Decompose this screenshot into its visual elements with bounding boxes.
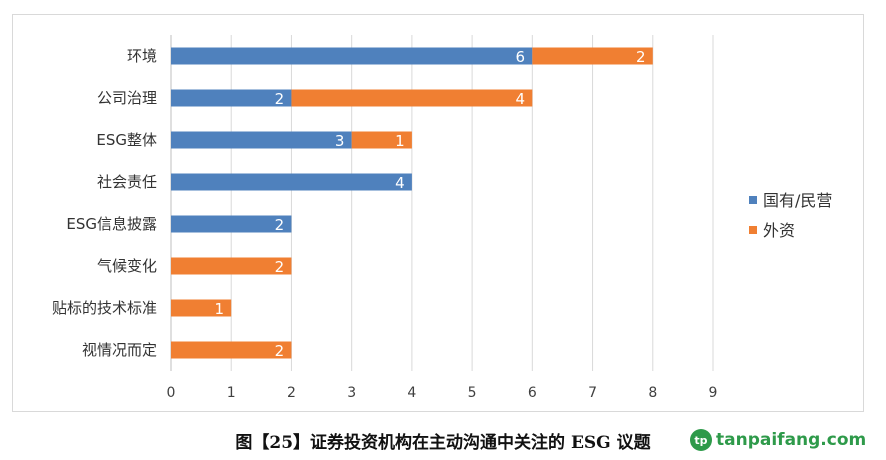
bar-5-series-1 <box>171 257 292 275</box>
category-label-6: 贴标的技术标准 <box>52 299 157 317</box>
data-label-5-series-1: 2 <box>275 258 285 276</box>
data-label-0-series-1: 2 <box>636 48 646 66</box>
legend-swatch-1 <box>749 226 757 234</box>
bar-1-series-1 <box>291 89 533 107</box>
data-label-4-series-0: 2 <box>275 216 285 234</box>
legend-swatch-0 <box>749 196 757 204</box>
data-label-7-series-1: 2 <box>275 342 285 360</box>
data-label-2-series-0: 3 <box>335 132 345 150</box>
bar-1-series-0 <box>171 89 292 107</box>
x-tick-label-3: 3 <box>347 385 356 401</box>
legend-label-1: 外资 <box>763 221 795 240</box>
category-label-3: 社会责任 <box>97 173 157 191</box>
bar-0-series-0 <box>171 47 533 65</box>
stacked-bar-chart: 0 1 2 3 4 5 6 7 8 9 环境 6 2 公司治理 2 4 ESG整体 3 1 社会责任 4 ESG信息披露 2… <box>52 35 832 401</box>
x-tick-label-1: 1 <box>227 385 236 401</box>
data-label-2-series-1: 1 <box>395 132 405 150</box>
category-label-7: 视情况而定 <box>82 341 157 359</box>
data-label-0-series-0: 6 <box>516 48 526 66</box>
x-tick-label-8: 8 <box>648 385 657 401</box>
x-tick-label-4: 4 <box>407 385 416 401</box>
category-label-1: 公司治理 <box>97 89 157 107</box>
bar-2-series-1 <box>351 131 412 149</box>
x-tick-label-6: 6 <box>528 385 537 401</box>
bar-2-series-0 <box>171 131 352 149</box>
bar-7-series-1 <box>171 341 292 359</box>
watermark-text: tanpaifang.com <box>716 430 867 450</box>
data-label-6-series-1: 1 <box>214 300 224 318</box>
category-label-5: 气候变化 <box>97 257 157 275</box>
data-label-1-series-1: 4 <box>516 90 526 108</box>
category-label-2: ESG整体 <box>96 131 157 149</box>
x-tick-label-5: 5 <box>468 385 477 401</box>
data-label-1-series-0: 2 <box>275 90 285 108</box>
x-tick-label-2: 2 <box>287 385 296 401</box>
chart-area: 0 1 2 3 4 5 6 7 8 9 环境 6 2 公司治理 2 4 ESG整体 3 1 社会责任 4 ESG信息披露 2… <box>12 14 864 412</box>
figure-caption: 图【25】证券投资机构在主动沟通中关注的 ESG 议题 <box>235 433 651 453</box>
x-tick-label-7: 7 <box>588 385 597 401</box>
x-tick-label-9: 9 <box>709 385 718 401</box>
data-label-3-series-0: 4 <box>395 174 405 192</box>
bar-0-series-1 <box>532 47 653 65</box>
watermark: tp tanpaifang.com <box>690 426 866 454</box>
bar-3-series-0 <box>171 173 412 191</box>
bar-6-series-1 <box>171 299 232 317</box>
x-tick-label-0: 0 <box>167 385 176 401</box>
bar-4-series-0 <box>171 215 292 233</box>
watermark-logo-icon: tp <box>690 429 712 451</box>
legend-label-0: 国有/民营 <box>763 191 832 210</box>
category-label-4: ESG信息披露 <box>66 215 157 233</box>
category-label-0: 环境 <box>127 47 157 65</box>
